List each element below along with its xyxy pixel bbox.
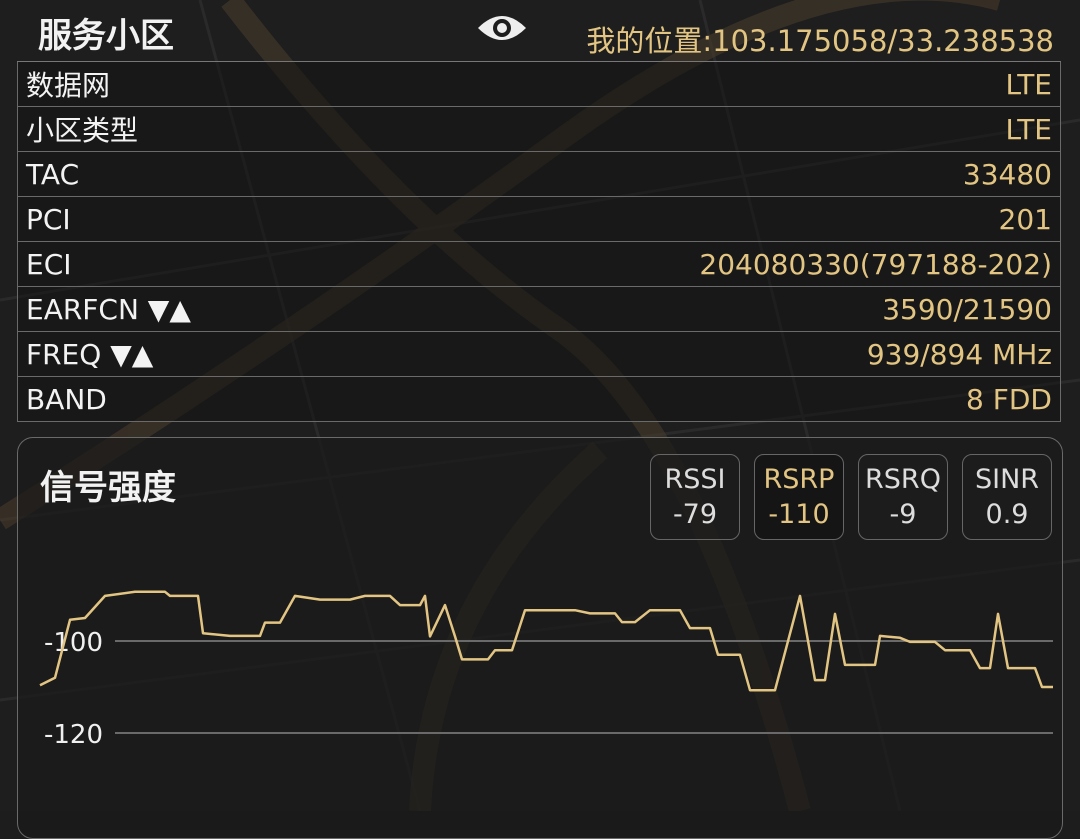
metric-name: SINR [974,464,1040,495]
row-earfcn[interactable]: EARFCN ▼▲ 3590/21590 [17,287,1061,332]
row-key: ECI [26,247,72,281]
row-pci: PCI 201 [17,197,1061,242]
signal-title: 信号强度 [40,468,176,508]
row-network: 数据网 LTE [17,62,1061,107]
row-band: BAND 8 FDD [17,377,1061,422]
header: 服务小区 我的位置:103.175058/33.238538 [0,0,1080,62]
row-key: 数据网 [26,69,111,102]
metric-value: -9 [889,499,917,530]
cell-info-table: 数据网 LTE 小区类型 LTE TAC 33480 PCI 201 ECI 204080… [17,61,1061,422]
metric-rsrp[interactable]: RSRP -110 [754,454,844,540]
row-value: 3590/21590 [882,292,1052,326]
row-value: 8 FDD [966,382,1052,416]
row-key: 小区类型 [26,114,139,147]
row-key: PCI [26,202,71,236]
row-key[interactable]: FREQ ▼▲ [26,337,154,371]
my-location: 我的位置:103.175058/33.238538 [586,24,1054,58]
row-value: LTE [1005,112,1052,146]
eye-icon[interactable] [476,10,528,46]
metric-rsrq[interactable]: RSRQ -9 [858,454,948,540]
metric-name: RSRQ [865,464,941,495]
row-eci: ECI 204080330(797188-202) [17,242,1061,287]
row-key[interactable]: EARFCN ▼▲ [26,292,191,326]
metric-tabs: RSSI -79 RSRP -110 RSRQ -9 SINR 0.9 [650,454,1052,540]
row-key: TAC [26,157,80,191]
metric-rssi[interactable]: RSSI -79 [650,454,740,540]
row-value: LTE [1005,67,1052,101]
metric-sinr[interactable]: SINR 0.9 [962,454,1052,540]
metric-name: RSSI [664,464,726,495]
row-freq[interactable]: FREQ ▼▲ 939/894 MHz [17,332,1061,377]
row-value: 33480 [962,157,1052,191]
metric-name: RSRP [763,464,835,495]
page-title: 服务小区 [38,16,174,56]
row-value: 201 [998,202,1052,236]
signal-strength-card: 信号强度 RSSI -79 RSRP -110 RSRQ -9 SINR 0.9 [17,437,1063,839]
row-tac: TAC 33480 [17,152,1061,197]
metric-value: -110 [768,499,830,530]
row-value: 939/894 MHz [866,337,1052,371]
metric-value: 0.9 [985,499,1029,530]
row-value: 204080330(797188-202) [699,247,1052,281]
metric-value: -79 [672,499,718,530]
row-cell-type: 小区类型 LTE [17,107,1061,152]
row-key: BAND [26,382,107,416]
